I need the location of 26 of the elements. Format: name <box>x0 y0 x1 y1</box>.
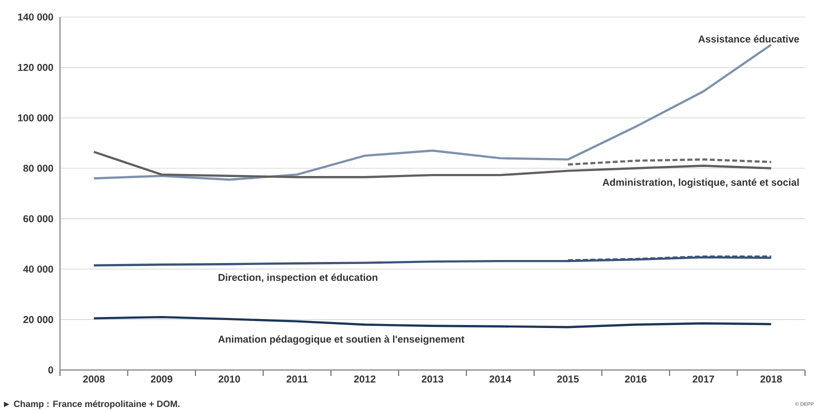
y-tick-label: 80 000 <box>23 164 54 172</box>
y-tick-label: 100 000 <box>18 114 54 122</box>
x-tick-label: 2008 <box>83 376 105 383</box>
x-tick-label: 2012 <box>354 376 376 383</box>
x-tick-label: 2011 <box>286 376 308 383</box>
x-tick-label: 2013 <box>422 376 444 383</box>
line-series <box>92 150 772 178</box>
series-label: Direction, inspection et éducation <box>218 274 378 283</box>
x-tick-label: 2018 <box>760 376 782 383</box>
series-label: Assistance éducative <box>698 35 800 43</box>
y-tick-label: 0 <box>48 366 54 374</box>
x-tick-label: 2017 <box>692 376 714 383</box>
y-tick-label: 140 000 <box>18 13 54 21</box>
series-label: Animation pédagogique et soutien à l'enseignement <box>218 335 464 345</box>
text: ► Champ : France métropolitaine + DOM. <box>4 400 180 409</box>
x-tick-label: 2010 <box>218 376 240 383</box>
y-tick-label: 60 000 <box>23 215 54 222</box>
x-tick-label: 2009 <box>150 376 172 383</box>
y-tick-label: 20 000 <box>23 316 54 324</box>
line-series <box>92 316 772 328</box>
y-tick-label: 120 000 <box>18 64 54 71</box>
y-tick-label: 40 000 <box>23 266 54 273</box>
series-label: Administration, logistique, santé et social <box>602 178 799 188</box>
x-tick-label: 2015 <box>557 376 579 383</box>
x-tick-label: 2016 <box>624 376 646 383</box>
x-tick-label: 2014 <box>489 376 512 383</box>
